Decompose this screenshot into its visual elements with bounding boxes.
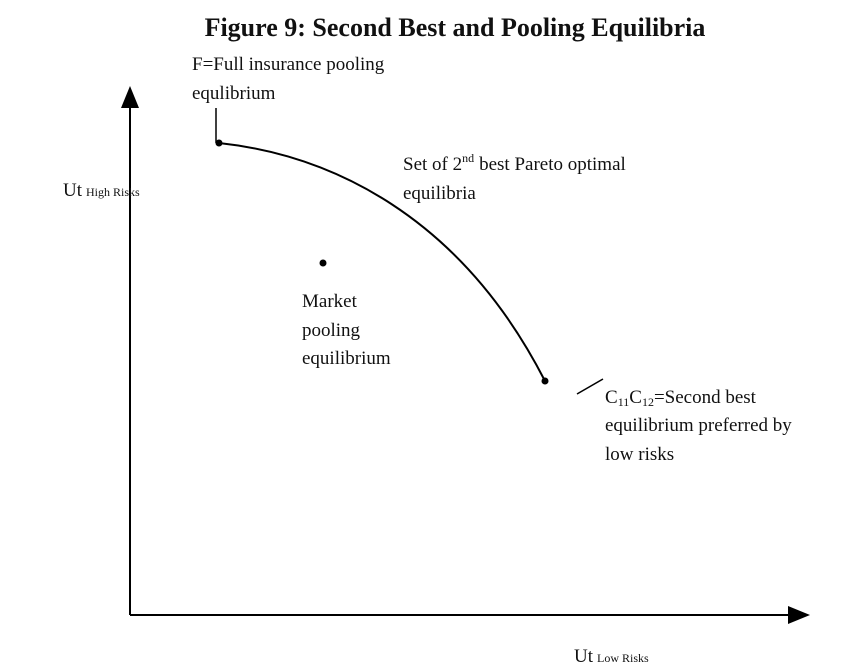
y-sub: High Risks <box>86 185 140 199</box>
point-market <box>319 259 327 267</box>
curve-after: best Pareto optimal <box>479 154 626 175</box>
x-arrow <box>788 606 810 624</box>
f-label-1: F=Full insurance pooling <box>192 54 385 75</box>
market-label-2: pooling <box>302 320 361 341</box>
c-label-2: equilibrium preferred by <box>605 415 792 436</box>
s1: 11 <box>618 395 630 409</box>
curve-label-2: equilibria <box>403 183 476 204</box>
s2: 12 <box>642 395 654 409</box>
curve-sup: nd <box>462 151 474 165</box>
market-label-3: equilibrium <box>302 348 391 369</box>
pointer-c <box>576 378 604 395</box>
y-main: Ut <box>63 180 83 201</box>
y-arrow <box>121 86 139 108</box>
c2: C <box>629 387 642 408</box>
c1: C <box>605 387 618 408</box>
c-rest: =Second best <box>654 387 757 408</box>
point-c <box>541 377 549 385</box>
x-main: Ut <box>574 646 594 667</box>
x-axis-label: Ut Low Risks <box>574 646 649 667</box>
title: Figure 9: Second Best and Pooling Equili… <box>205 13 706 42</box>
pareto-curve <box>218 142 546 382</box>
point-f <box>215 139 223 147</box>
curve-label-1: Set of 2nd best Pareto optimal <box>403 151 626 175</box>
c-label-3: low risks <box>605 444 674 465</box>
curve-before: Set of 2 <box>403 154 462 175</box>
y-axis-label: Ut High Risks <box>63 180 140 201</box>
f-label-2: equlibrium <box>192 83 276 104</box>
x-sub: Low Risks <box>597 651 649 665</box>
c-label-1: C11C12=Second best <box>605 387 757 409</box>
market-label-1: Market <box>302 291 358 312</box>
